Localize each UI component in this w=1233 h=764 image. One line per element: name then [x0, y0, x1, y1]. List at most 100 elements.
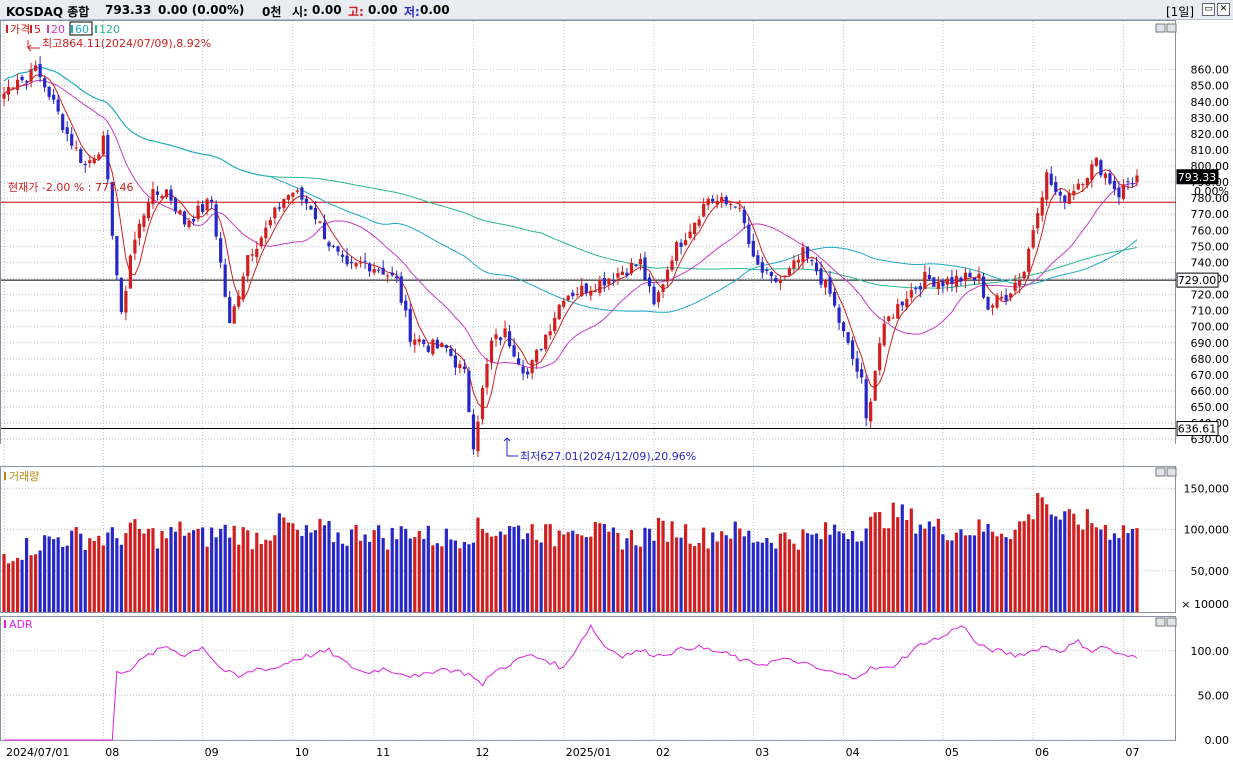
- volume-bar: [169, 527, 173, 612]
- volume-panel-close-icon[interactable]: [1166, 467, 1177, 477]
- symbol-name[interactable]: KOSDAQ 종합: [6, 5, 90, 19]
- volume-tick-label: 50,000: [1191, 565, 1230, 578]
- candle-body: [24, 81, 29, 83]
- volume-bar: [864, 528, 868, 612]
- close-icon[interactable]: ✕: [1217, 3, 1230, 16]
- candle-body: [733, 206, 737, 208]
- volume-bar: [548, 524, 552, 612]
- volume-bar: [945, 540, 950, 612]
- candle-body: [164, 189, 169, 198]
- candle-body: [801, 247, 805, 263]
- candle-body: [1117, 187, 1121, 198]
- volume-bar: [647, 528, 652, 612]
- volume-bar: [665, 541, 670, 612]
- volume-bar: [981, 531, 986, 612]
- candle-body: [395, 276, 399, 279]
- price-panel-min-icon[interactable]: [1155, 23, 1166, 33]
- volume-bar: [354, 524, 358, 612]
- volume-bar: [602, 524, 606, 612]
- candle-body: [363, 260, 367, 262]
- candle-body: [571, 292, 575, 297]
- volume-bar: [1036, 493, 1040, 612]
- adr-panel-close-icon[interactable]: [1166, 617, 1177, 627]
- candle-body: [968, 272, 972, 278]
- candle-body: [259, 237, 263, 247]
- candle-body: [65, 127, 69, 134]
- volume-bar: [422, 538, 426, 612]
- volume-bar: [729, 538, 733, 612]
- volume-bar: [661, 520, 665, 612]
- adr-panel: [4, 623, 1138, 741]
- volume-bar: [187, 532, 191, 612]
- legend-item-1[interactable]: 5: [30, 23, 41, 36]
- volume-panel-min-icon[interactable]: [1155, 467, 1166, 477]
- candle-body: [548, 331, 552, 336]
- price-tick-label: 820.00: [1191, 128, 1230, 141]
- legend-item-3[interactable]: 60: [69, 21, 93, 36]
- volume-bar: [634, 545, 638, 612]
- price-tick-label: 760.00: [1191, 224, 1230, 237]
- candle-body: [539, 348, 543, 350]
- candle-body: [837, 307, 841, 323]
- volume-bar: [291, 523, 295, 612]
- price-tick-label: 630.00: [1191, 433, 1230, 446]
- candle-body: [214, 204, 218, 237]
- candle-body: [155, 191, 160, 195]
- volume-bar: [882, 528, 886, 612]
- volume-bar: [133, 519, 137, 612]
- candle-body: [106, 135, 110, 180]
- candle-body: [715, 200, 719, 205]
- volume-bar: [246, 530, 250, 612]
- price-panel-close-icon[interactable]: [1166, 23, 1177, 33]
- volume-bar: [972, 535, 977, 612]
- candle-body: [349, 261, 354, 264]
- candle-body: [638, 258, 643, 265]
- legend-item-4[interactable]: 120: [95, 23, 120, 36]
- candle-body: [413, 339, 417, 345]
- volume-bar: [417, 530, 421, 612]
- volume-bar: [941, 534, 945, 612]
- candle-body: [751, 240, 755, 257]
- volume-bar: [1045, 504, 1049, 612]
- candle-body: [1067, 193, 1071, 204]
- legend-item-0[interactable]: 가격: [6, 23, 30, 36]
- price-tick-label: 660.00: [1191, 385, 1230, 398]
- volume-bar: [656, 517, 661, 612]
- candle-body: [959, 277, 963, 282]
- candle-body: [29, 69, 33, 82]
- candle-body: [855, 358, 859, 372]
- price-tick-label: 690.00: [1191, 337, 1230, 350]
- volume-bar: [625, 538, 629, 612]
- line-636-badge-box: [1176, 421, 1219, 437]
- date-tick-label: 06: [1035, 746, 1049, 759]
- legend-item-2[interactable]: 20: [47, 23, 65, 36]
- volume-bar: [846, 539, 850, 612]
- candle-body: [241, 276, 245, 299]
- volume-bar: [526, 533, 530, 612]
- volume-bar: [1135, 528, 1139, 612]
- volume-bar: [1126, 533, 1130, 612]
- volume-bar: [65, 545, 69, 612]
- volume-bar: [363, 534, 367, 612]
- candle-body: [38, 64, 42, 78]
- volume-bar: [900, 504, 904, 612]
- volume-bar: [1022, 521, 1026, 612]
- volume-bar: [453, 540, 457, 612]
- volume-bar: [720, 531, 724, 612]
- chart-area[interactable]: 630.00640.00650.00660.00670.00680.00690.…: [0, 20, 1233, 764]
- period-selector[interactable]: [1일]: [1166, 5, 1195, 19]
- volume-bar: [1067, 509, 1071, 612]
- adr-panel-min-icon[interactable]: [1155, 617, 1166, 627]
- volume-bar: [544, 524, 548, 612]
- volume-bar: [124, 533, 128, 612]
- volume-bar: [232, 525, 236, 612]
- volume-bar: [616, 532, 620, 612]
- candle-body: [562, 300, 566, 307]
- candle-body: [1108, 173, 1112, 184]
- volume-bar: [250, 549, 254, 612]
- candle-body: [309, 206, 313, 210]
- candle-body: [1081, 184, 1085, 186]
- volume-bar: [932, 526, 936, 612]
- volume-bar: [137, 528, 142, 612]
- restore-icon[interactable]: ▭: [1202, 3, 1215, 16]
